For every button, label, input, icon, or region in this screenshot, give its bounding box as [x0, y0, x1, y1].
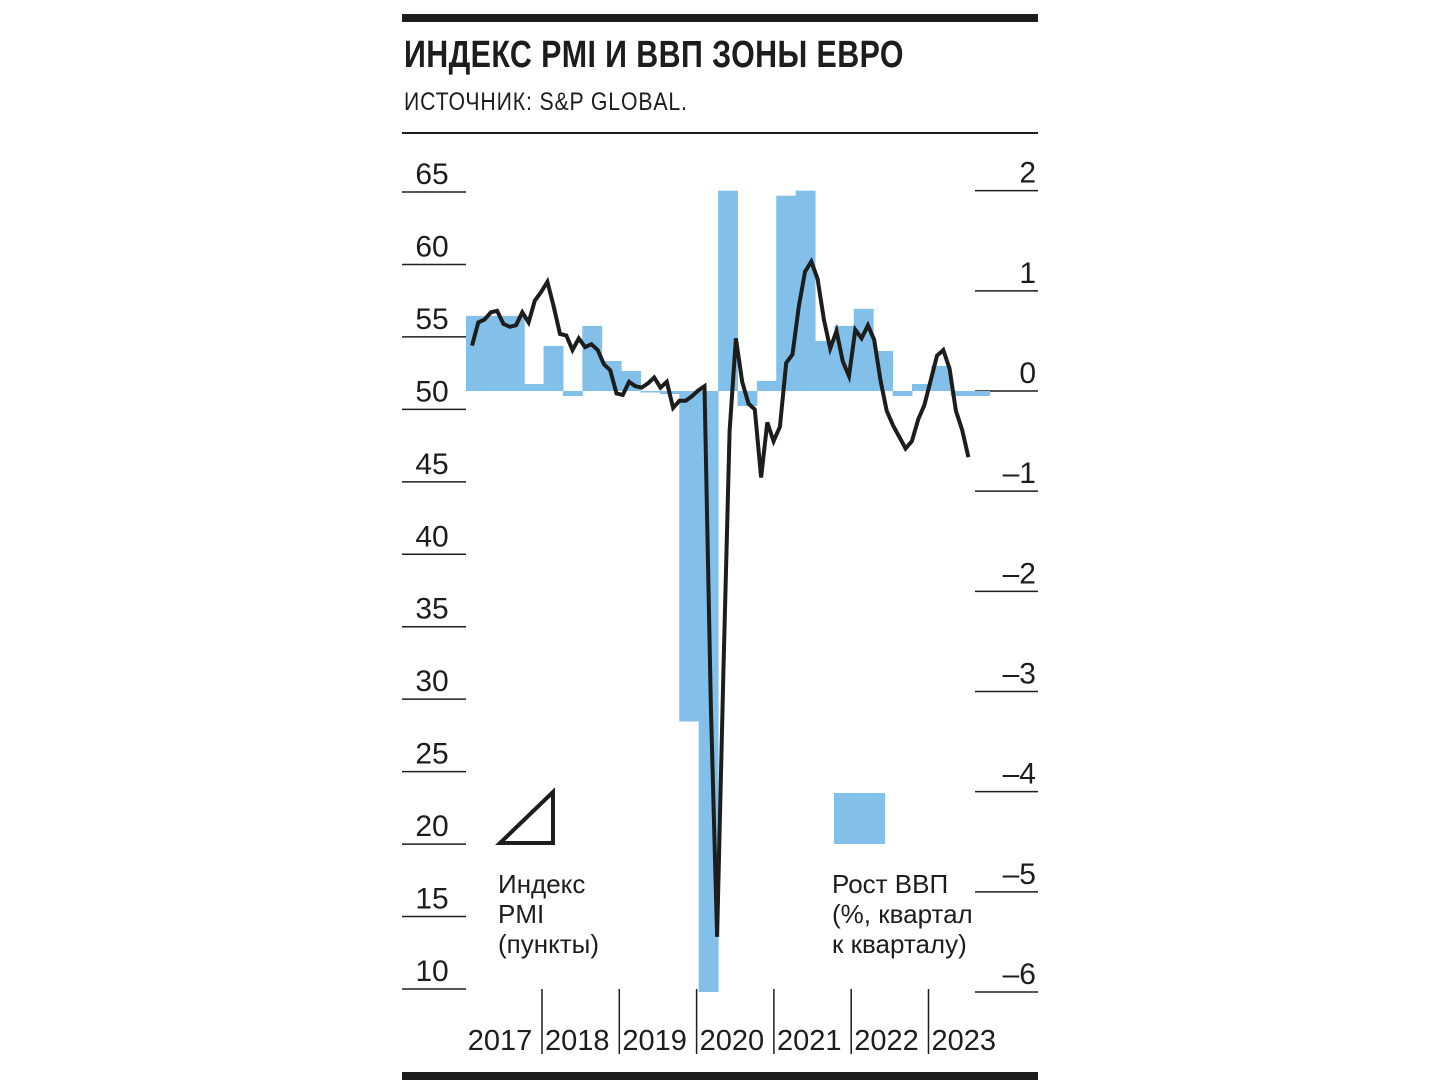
- right-tick-label: 0: [1019, 357, 1036, 390]
- gdp-bar: [466, 315, 486, 391]
- left-tick-label: 20: [415, 810, 448, 843]
- left-tick-label: 65: [415, 158, 448, 191]
- gdp-bar: [853, 308, 874, 391]
- left-tick-label: 45: [415, 448, 448, 481]
- gdp-bar: [776, 195, 797, 391]
- gdp-bar: [582, 325, 603, 391]
- legend-gdp-line-2: (%, квартал: [832, 899, 973, 929]
- left-tick-label: 50: [415, 375, 448, 408]
- year-label: 2020: [700, 1025, 765, 1057]
- chart-title: ИНДЕКС PMI И ВВП ЗОНЫ ЕВРО: [404, 34, 904, 76]
- right-tick-label: 2: [1019, 157, 1036, 190]
- left-tick-label: 15: [415, 883, 448, 916]
- gdp-bar: [795, 190, 816, 391]
- year-label: 2018: [545, 1025, 610, 1057]
- gdp-bar: [950, 391, 971, 397]
- right-tick-label: 1: [1019, 257, 1036, 290]
- legend-pmi: Индекс PMI (пункты): [495, 787, 599, 959]
- legend-gdp-swatch-icon: [834, 793, 885, 844]
- right-tick-label: –3: [1003, 658, 1036, 691]
- legend-gdp: Рост ВВП (%, квартал к кварталу): [832, 793, 973, 959]
- gdp-bar: [640, 391, 661, 393]
- year-label: 2017: [468, 1025, 533, 1057]
- chart-source: ИСТОЧНИК: S&P GLOBAL.: [404, 88, 688, 116]
- pmi-line-group: [470, 257, 971, 937]
- gdp-bar: [679, 391, 700, 722]
- left-tick-label: 10: [415, 955, 448, 988]
- gdp-bar: [718, 190, 738, 391]
- left-tick-label: 55: [415, 303, 448, 336]
- year-label: 2023: [932, 1025, 997, 1057]
- gdp-bar: [485, 315, 506, 391]
- gdp-bar: [562, 391, 583, 397]
- gdp-bar: [970, 391, 991, 397]
- year-label: 2019: [622, 1025, 687, 1057]
- right-tick-label: –2: [1003, 557, 1036, 590]
- left-tick-label: 25: [415, 738, 448, 771]
- top-rule: [402, 14, 1038, 22]
- legend-gdp-line-3: к кварталу): [832, 929, 967, 959]
- title-divider: [402, 132, 1038, 134]
- year-axis: 2017 2018 2019 2020 2021 2022 2023: [468, 989, 996, 1057]
- right-tick-label: –1: [1003, 457, 1036, 490]
- right-tick-label: –6: [1003, 958, 1036, 991]
- left-tick-label: 30: [415, 665, 448, 698]
- left-axis-gridlines: 65 60 55 50 45 40 35 30 25 20 15 10: [402, 158, 466, 990]
- gdp-bar: [524, 383, 545, 391]
- legend-gdp-line-1: Рост ВВП: [832, 869, 948, 899]
- pmi-line: [470, 257, 971, 937]
- bottom-rule: [402, 1072, 1038, 1080]
- legend-pmi-line-2: PMI: [498, 899, 544, 929]
- gdp-bar: [892, 391, 913, 397]
- left-tick-label: 40: [415, 520, 448, 553]
- right-tick-label: –4: [1003, 758, 1036, 791]
- gdp-bar: [504, 315, 525, 391]
- gdp-bar: [931, 365, 952, 391]
- left-tick-label: 35: [415, 593, 448, 626]
- legend-pmi-line-3: (пункты): [498, 929, 599, 959]
- gdp-bar: [911, 383, 932, 391]
- right-tick-label: –5: [1003, 858, 1036, 891]
- right-axis-gridlines: 2 1 0 –1 –2 –3 –4 –5 –6: [975, 157, 1038, 993]
- gdp-bar: [756, 380, 777, 391]
- legend-pmi-triangle-icon: [495, 787, 555, 845]
- left-tick-label: 60: [415, 230, 448, 263]
- gdp-bars: [466, 190, 991, 992]
- legend-pmi-line-1: Индекс: [498, 869, 585, 899]
- year-label: 2022: [854, 1025, 919, 1057]
- year-label: 2021: [777, 1025, 842, 1057]
- gdp-bar: [543, 345, 564, 391]
